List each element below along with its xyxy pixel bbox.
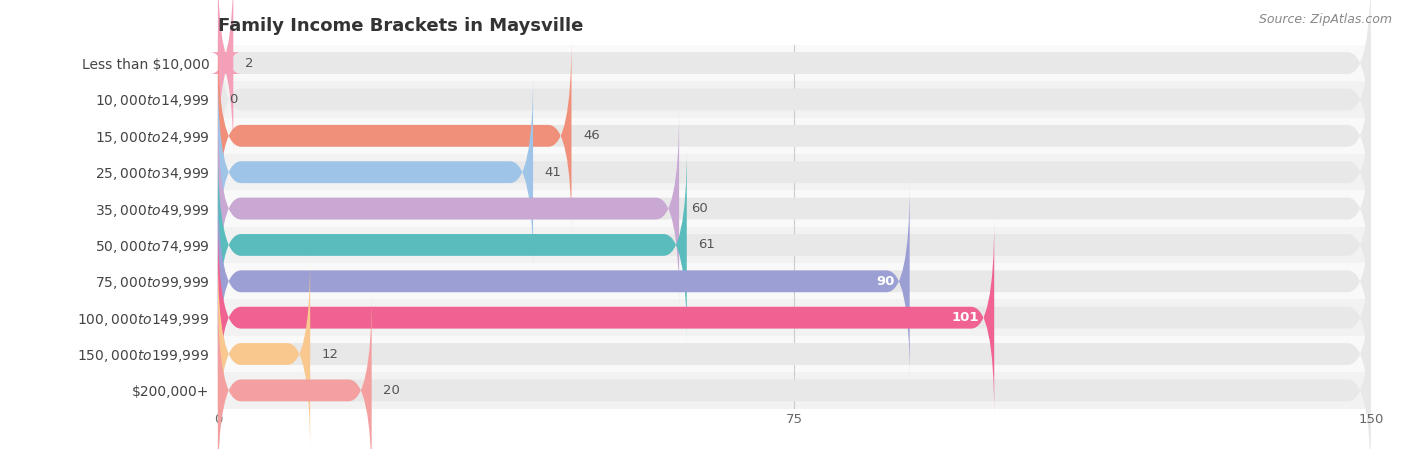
Bar [218,81,1371,118]
FancyBboxPatch shape [218,220,994,416]
Bar [218,336,1371,372]
Text: Source: ZipAtlas.com: Source: ZipAtlas.com [1258,13,1392,26]
FancyBboxPatch shape [218,38,571,234]
Text: 90: 90 [876,275,894,288]
Text: 101: 101 [952,311,979,324]
FancyBboxPatch shape [218,74,533,270]
Bar [218,372,1371,409]
Text: 20: 20 [384,384,401,397]
FancyBboxPatch shape [218,292,1371,449]
FancyBboxPatch shape [218,292,371,449]
Bar [218,154,1371,190]
FancyBboxPatch shape [218,147,1371,343]
Text: 60: 60 [690,202,707,215]
FancyBboxPatch shape [218,183,1371,379]
FancyBboxPatch shape [218,0,1371,161]
Bar [218,227,1371,263]
FancyBboxPatch shape [211,0,240,161]
FancyBboxPatch shape [218,110,1371,307]
Text: 0: 0 [229,93,238,106]
FancyBboxPatch shape [218,110,679,307]
Bar [218,45,1371,81]
FancyBboxPatch shape [218,147,686,343]
Text: 2: 2 [245,57,253,70]
Bar [218,299,1371,336]
FancyBboxPatch shape [218,1,1371,198]
Text: 12: 12 [322,348,339,361]
Text: 46: 46 [583,129,600,142]
Text: Family Income Brackets in Maysville: Family Income Brackets in Maysville [218,17,583,35]
FancyBboxPatch shape [218,38,1371,234]
Text: 41: 41 [544,166,561,179]
FancyBboxPatch shape [218,74,1371,270]
Bar [218,118,1371,154]
Bar [218,263,1371,299]
FancyBboxPatch shape [218,256,1371,449]
FancyBboxPatch shape [218,183,910,379]
Bar [218,190,1371,227]
Text: 61: 61 [699,238,716,251]
FancyBboxPatch shape [218,256,311,449]
FancyBboxPatch shape [218,220,1371,416]
